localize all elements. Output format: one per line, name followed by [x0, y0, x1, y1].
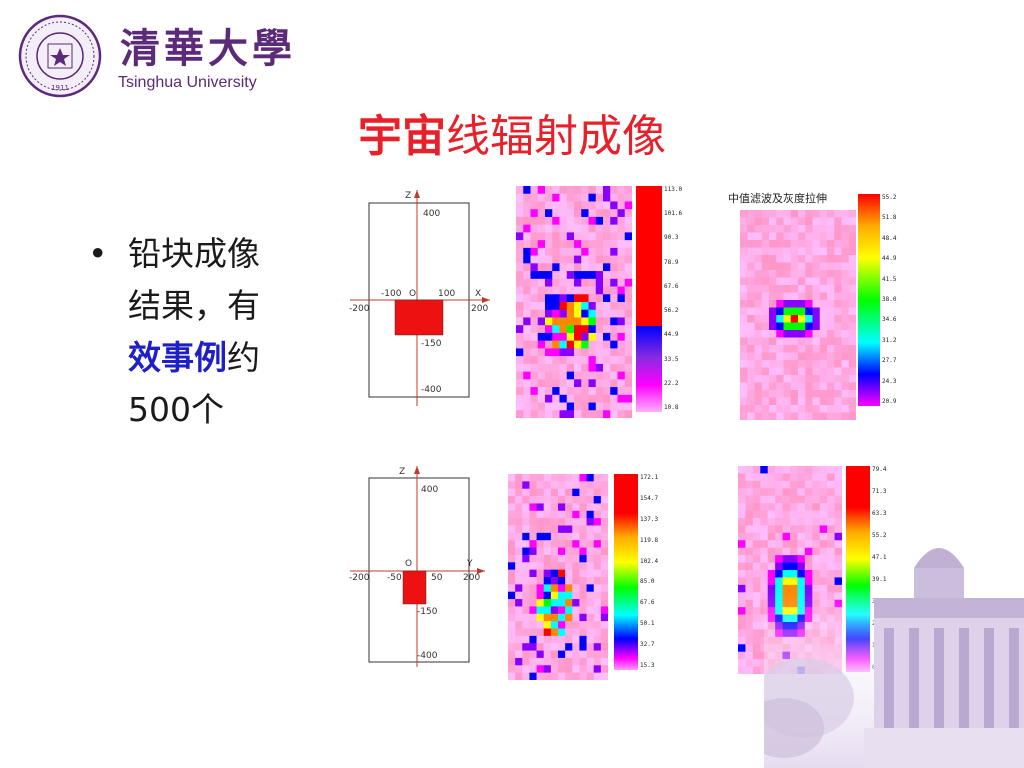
colorbar-tick: 85.0 — [640, 578, 655, 586]
colorbar-tick: 44.9 — [664, 331, 679, 339]
colorbar-tick: 137.3 — [640, 515, 659, 523]
slide-title: 宇宙线辐射成像 — [0, 100, 1024, 164]
colorbar-tick: 79.4 — [872, 466, 887, 473]
colorbar-tick: 41.5 — [882, 275, 897, 283]
tick-minus150: -150 — [421, 339, 442, 349]
bullet-dot-icon: • — [88, 234, 108, 273]
tick-minus200: -200 — [349, 304, 370, 314]
filter-label: 中值滤波及灰度拉伸 — [728, 192, 827, 205]
axis-z-label: Z — [405, 191, 411, 201]
colorbar-tick: 102.4 — [640, 557, 659, 565]
origin-label-2: O — [405, 559, 412, 569]
tick-minus50: -50 — [387, 573, 402, 583]
tick-100: 100 — [438, 289, 455, 299]
seal-year: 1911 — [51, 84, 69, 92]
colorbar-tick: 22.2 — [664, 379, 679, 387]
axis-x-label: X — [475, 289, 481, 299]
colorbar-tick: 33.5 — [664, 355, 679, 363]
heatmap-image-1 — [516, 186, 632, 418]
colorbar-tick: 71.3 — [872, 488, 887, 495]
brand-en: Tsinghua University — [118, 74, 257, 91]
tick-50: 50 — [431, 573, 443, 583]
bullet-line-3-rest: 约 — [227, 338, 260, 377]
colorbar-tick: 24.3 — [882, 377, 897, 385]
colorbar-tick: 113.0 — [664, 186, 683, 193]
colorbar-tick: 15.3 — [640, 662, 655, 669]
colorbar-tick: 101.6 — [664, 210, 683, 218]
tick-400-2: 400 — [421, 485, 438, 495]
tick-minus400: -400 — [421, 385, 442, 395]
colorbar-tick: 154.7 — [640, 494, 659, 502]
bullet-line-1: 铅块成像 — [128, 234, 260, 273]
title-rest: 线辐射成像 — [446, 111, 666, 162]
tick-minus400-2: -400 — [417, 651, 438, 661]
tick-minus150-2: -150 — [417, 607, 438, 617]
colorbar-tick: 55.2 — [882, 194, 897, 201]
bullet-bold-text: 效事例 — [128, 338, 227, 377]
colorbar-tick: 20.9 — [882, 398, 897, 405]
tick-400: 400 — [423, 209, 440, 219]
geometry-diagram-xz: Z X 400 -100 O 100 -200 200 -150 -400 — [349, 190, 490, 406]
colorbar-tick: 119.8 — [640, 536, 659, 544]
geometry-diagram-yz: Z Y 400 -50 O 50 -200 200 -150 -400 — [349, 466, 485, 667]
university-seal-icon: 1911 — [18, 14, 102, 98]
title-highlight: 宇宙 — [358, 111, 446, 162]
colorbar-tick: 38.0 — [882, 296, 897, 303]
colorbar-tick: 47.1 — [872, 554, 887, 561]
tick-minus100: -100 — [381, 289, 402, 299]
colorbar-tick: 31.2 — [882, 336, 897, 344]
colorbar-tick: 172.1 — [640, 474, 659, 481]
colorbar-tick: 39.1 — [872, 576, 887, 583]
origin-label: O — [409, 289, 416, 299]
heatmap-image-2 — [740, 210, 856, 420]
heatmap-image-3 — [508, 474, 608, 680]
brand-cn: 清華大學 — [120, 25, 296, 72]
tick-minus200-2: -200 — [349, 573, 370, 583]
colorbar-tick: 67.6 — [664, 282, 679, 290]
colorbar-tick: 67.6 — [640, 599, 655, 607]
axis-y-label: Y — [466, 559, 473, 569]
tick-200-2: 200 — [463, 573, 480, 583]
colorbar-1: 113.0 101.6 90.3 78.9 67.6 56.2 44.9 33.5 22.2 10… — [636, 186, 684, 412]
colorbar-tick: 78.9 — [664, 258, 679, 266]
bullet-line-4: 500个 — [128, 390, 224, 429]
colorbar-tick: 34.6 — [882, 316, 897, 324]
bullet-line-2: 结果，有 — [128, 286, 260, 325]
colorbar-tick: 48.4 — [882, 234, 897, 242]
colorbar-3: 172.1 154.7 137.3 119.8 102.4 85.0 67.6 50.1 32.… — [614, 474, 662, 670]
colorbar-tick: 44.9 — [882, 255, 897, 263]
colorbar-tick: 56.2 — [664, 307, 679, 315]
colorbar-tick: 32.7 — [640, 641, 655, 649]
tick-200: 200 — [471, 304, 488, 314]
colorbar-tick: 90.3 — [664, 234, 679, 242]
axis-z-label-2: Z — [399, 467, 405, 477]
colorbar-tick: 63.3 — [872, 510, 887, 517]
colorbar-tick: 51.8 — [882, 214, 897, 222]
colorbar-2: 55.2 51.8 48.4 44.9 41.5 38.0 34.6 31.2 27.7 24.3… — [858, 194, 902, 406]
colorbar-tick: 55.2 — [872, 532, 887, 539]
colorbar-tick: 10.8 — [664, 404, 679, 411]
campus-building-image — [764, 548, 1024, 768]
colorbar-tick: 50.1 — [640, 620, 655, 628]
colorbar-tick: 27.7 — [882, 357, 897, 365]
